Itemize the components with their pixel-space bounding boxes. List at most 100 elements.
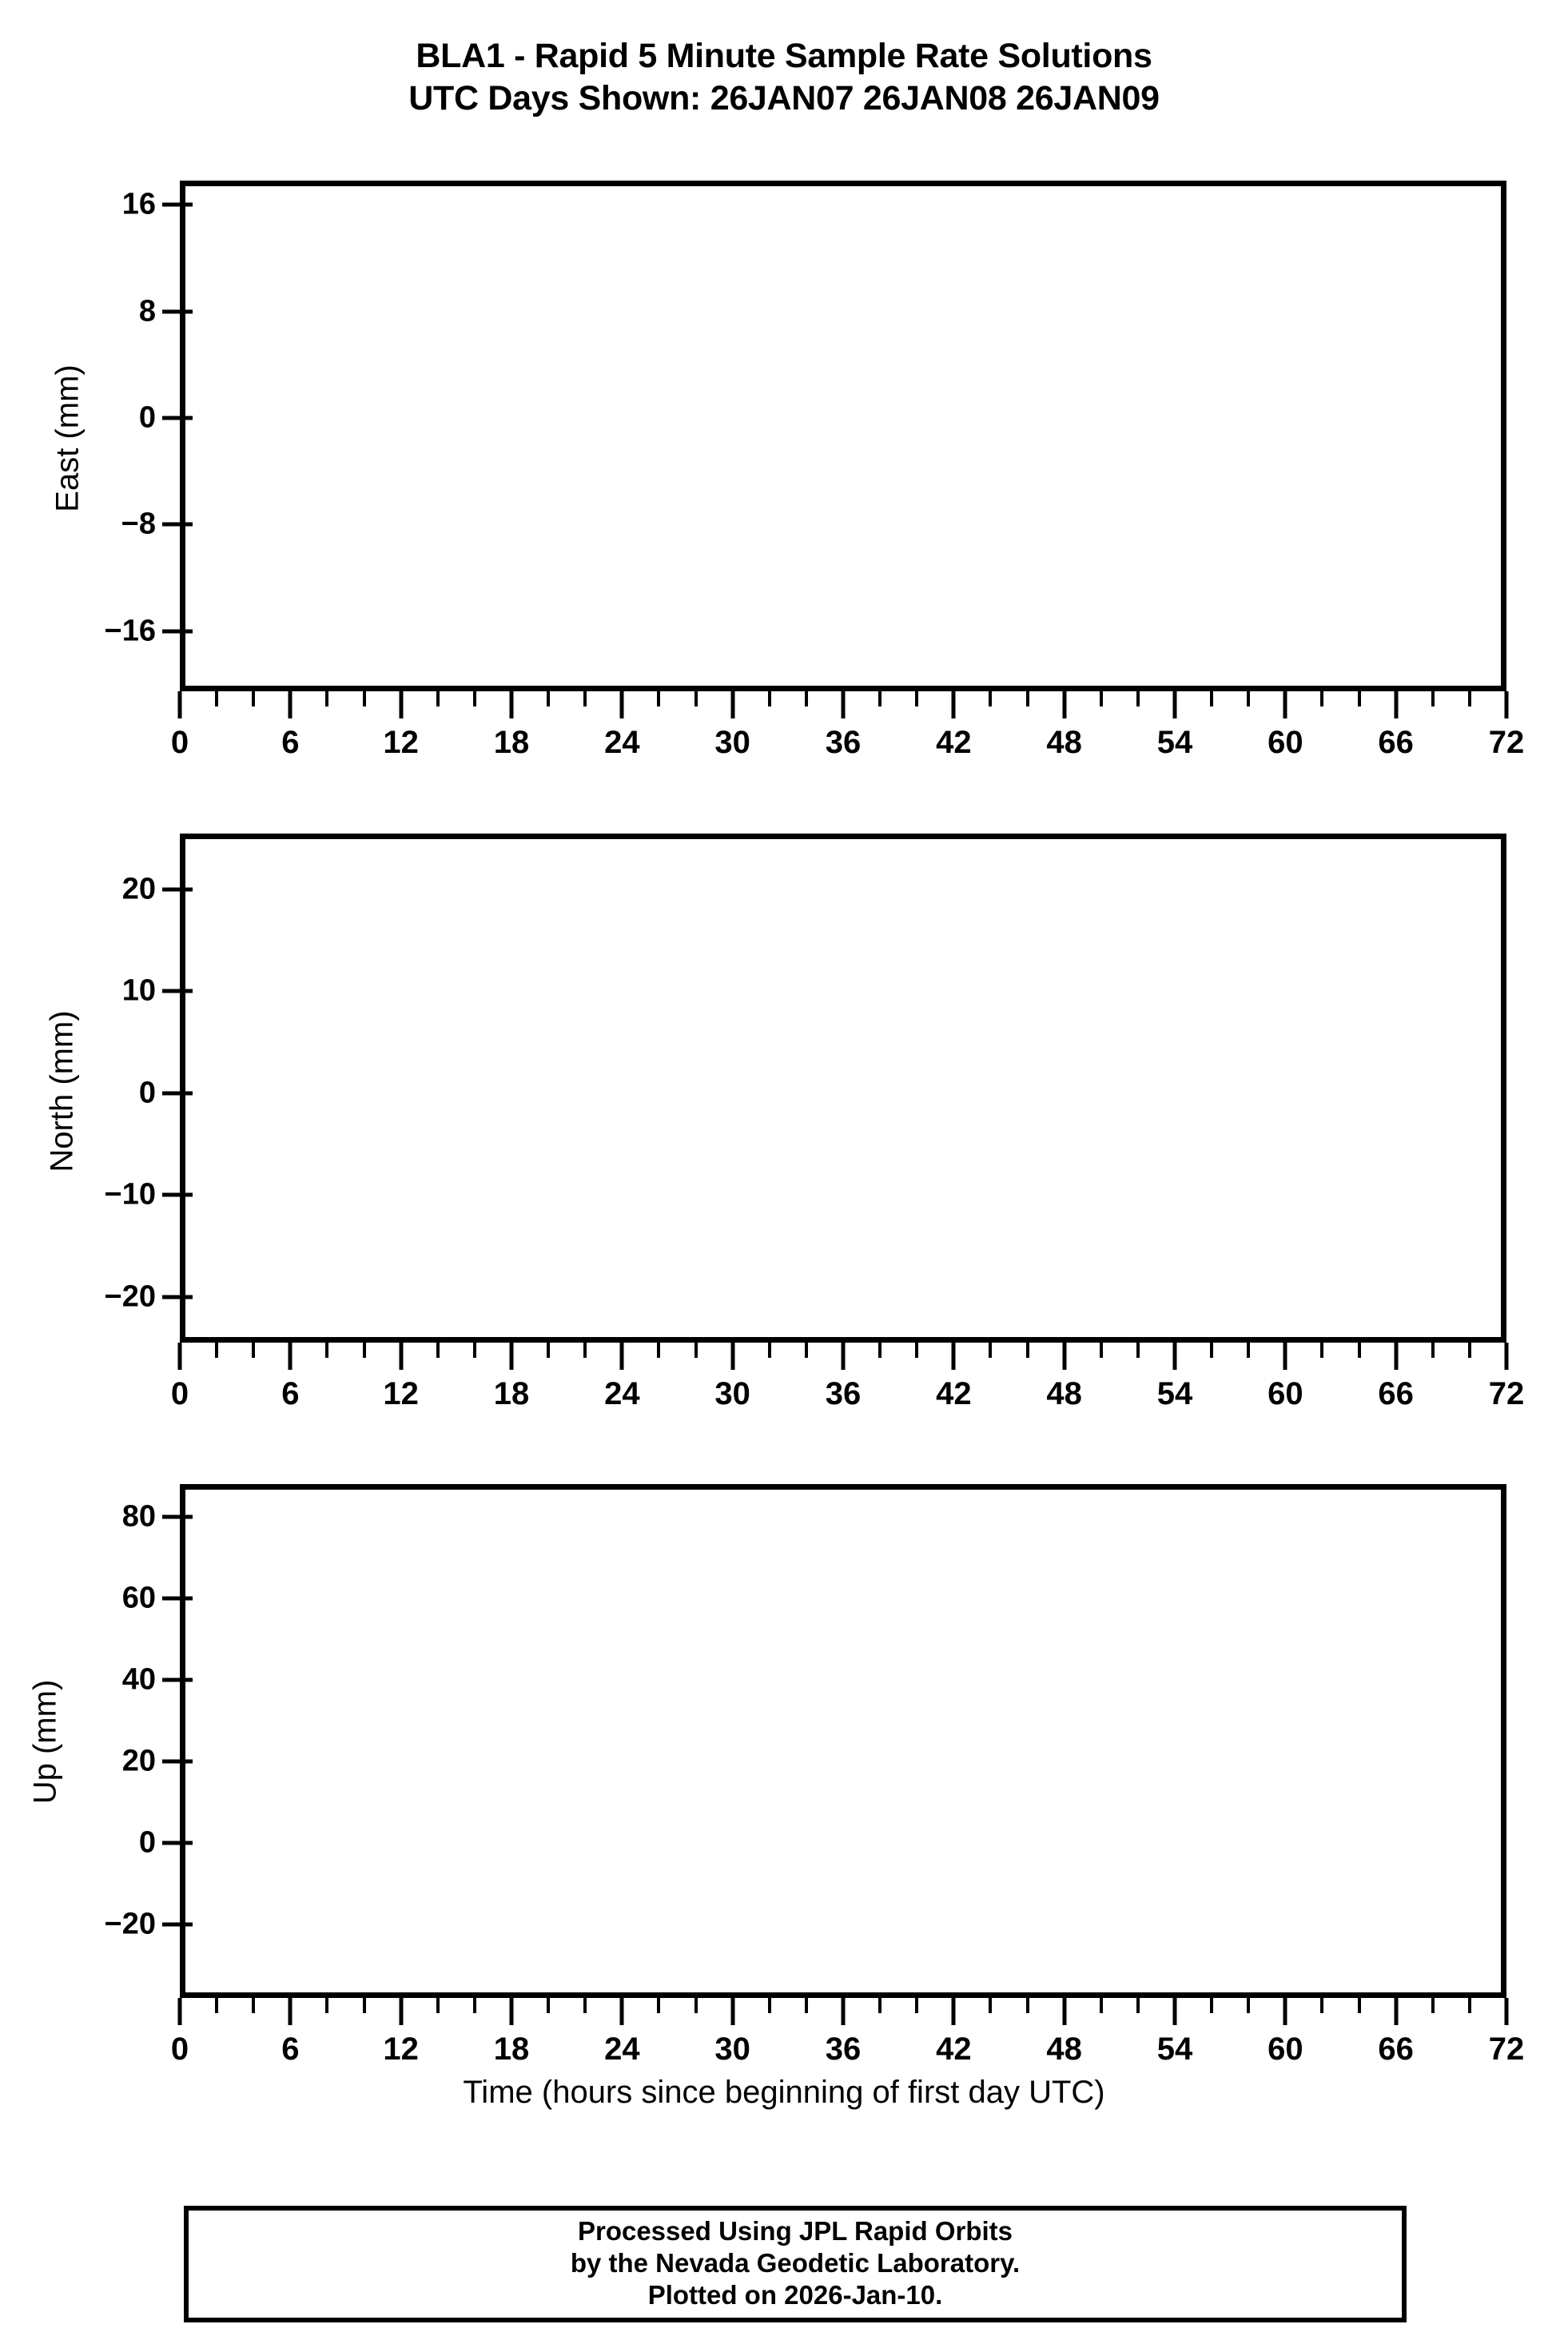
x-tick-minor-north xyxy=(1099,1343,1103,1358)
y-tick-label-up: 40 xyxy=(121,1662,156,1697)
x-tick-minor-up xyxy=(804,1998,808,2013)
x-tick-label-north: 66 xyxy=(1378,1376,1414,1411)
y-tick-mark-inner-up xyxy=(180,1677,193,1682)
x-tick-major-east xyxy=(1062,691,1067,718)
x-tick-major-north xyxy=(951,1343,956,1370)
y-tick-label-up: 60 xyxy=(121,1581,156,1615)
x-tick-minor-east xyxy=(436,691,440,706)
x-tick-label-up: 0 xyxy=(170,2032,189,2067)
y-tick-mark-inner-east xyxy=(180,522,193,527)
x-tick-minor-north xyxy=(694,1343,698,1358)
y-tick-label-east: −8 xyxy=(121,507,156,541)
x-tick-minor-east xyxy=(1320,691,1324,706)
x-tick-label-up: 66 xyxy=(1378,2032,1414,2067)
x-tick-minor-north xyxy=(215,1343,219,1358)
x-tick-minor-north xyxy=(804,1343,808,1358)
x-tick-major-north xyxy=(509,1343,514,1370)
x-tick-minor-east xyxy=(472,691,476,706)
x-tick-major-east xyxy=(177,691,182,718)
x-tick-minor-east xyxy=(915,691,919,706)
y-tick-mark-inner-east xyxy=(180,309,193,313)
x-tick-label-up: 18 xyxy=(493,2032,530,2067)
x-tick-label-north: 54 xyxy=(1156,1376,1193,1411)
plot-frame-north xyxy=(180,834,1506,1343)
x-tick-minor-east xyxy=(252,691,256,706)
x-tick-label-east: 72 xyxy=(1488,725,1525,760)
x-tick-major-east xyxy=(841,691,846,718)
x-tick-label-north: 18 xyxy=(493,1376,530,1411)
x-tick-minor-up xyxy=(1210,1998,1214,2013)
x-tick-label-up: 24 xyxy=(604,2032,640,2067)
y-tick-mark-north xyxy=(162,887,180,892)
x-tick-label-north: 24 xyxy=(604,1376,640,1411)
x-tick-minor-north xyxy=(657,1343,661,1358)
x-axis-title: Time (hours since beginning of first day… xyxy=(463,2075,1105,2110)
x-tick-minor-north xyxy=(583,1343,587,1358)
plot-frame-up xyxy=(180,1484,1506,1998)
x-tick-label-east: 24 xyxy=(604,725,640,760)
x-tick-major-north xyxy=(288,1343,293,1370)
x-tick-major-up xyxy=(1062,1998,1067,2025)
x-tick-major-up xyxy=(951,1998,956,2025)
x-tick-major-north xyxy=(177,1343,182,1370)
x-tick-major-up xyxy=(177,1998,182,2025)
x-tick-minor-up xyxy=(1431,1998,1435,2013)
x-tick-label-north: 48 xyxy=(1046,1376,1082,1411)
y-tick-label-north: −10 xyxy=(104,1177,156,1212)
x-tick-minor-up xyxy=(1136,1998,1140,2013)
y-tick-mark-inner-north xyxy=(180,1295,193,1299)
footer-line-2: by the Nevada Geodetic Laboratory. xyxy=(570,2248,1021,2278)
y-tick-mark-north xyxy=(162,989,180,993)
x-tick-minor-north xyxy=(1320,1343,1324,1358)
x-tick-minor-up xyxy=(1357,1998,1361,2013)
y-tick-mark-inner-up xyxy=(180,1596,193,1601)
y-tick-mark-north xyxy=(162,1192,180,1197)
y-tick-mark-inner-north xyxy=(180,1091,193,1096)
x-tick-major-up xyxy=(1172,1998,1177,2025)
x-tick-minor-north xyxy=(1431,1343,1435,1358)
y-axis-title-east: East (mm) xyxy=(50,364,86,512)
y-tick-label-north: 0 xyxy=(138,1076,156,1110)
x-tick-minor-north xyxy=(325,1343,329,1358)
x-tick-major-east xyxy=(619,691,624,718)
footer-line-3: Plotted on 2026-Jan-10. xyxy=(647,2280,943,2310)
x-tick-minor-north xyxy=(1025,1343,1029,1358)
y-tick-mark-east xyxy=(162,522,180,527)
x-tick-minor-east xyxy=(215,691,219,706)
y-tick-mark-east xyxy=(162,629,180,634)
x-tick-minor-up xyxy=(915,1998,919,2013)
x-tick-major-up xyxy=(1283,1998,1287,2025)
y-tick-label-up: 0 xyxy=(138,1825,156,1860)
y-tick-mark-inner-east xyxy=(180,629,193,634)
x-tick-minor-up xyxy=(547,1998,551,2013)
panel-north: North (mm) 20 10 0 −10 −20 0 6 12 18 24 30 36 42 48 54… xyxy=(45,834,1524,1411)
y-tick-label-up: 20 xyxy=(121,1744,156,1778)
x-tick-minor-north xyxy=(1467,1343,1471,1358)
y-tick-mark-inner-north xyxy=(180,1192,193,1197)
y-tick-label-up: 80 xyxy=(121,1499,156,1534)
x-tick-major-up xyxy=(288,1998,293,2025)
x-tick-label-east: 66 xyxy=(1378,725,1414,760)
x-tick-label-up: 6 xyxy=(281,2032,300,2067)
y-tick-mark-up xyxy=(162,1922,180,1927)
x-tick-minor-east xyxy=(878,691,882,706)
y-tick-label-north: 20 xyxy=(121,872,156,906)
x-tick-minor-up xyxy=(767,1998,771,2013)
x-tick-minor-up xyxy=(1247,1998,1251,2013)
x-tick-label-up: 72 xyxy=(1488,2032,1525,2067)
y-tick-mark-inner-north xyxy=(180,989,193,993)
x-tick-label-up: 54 xyxy=(1156,2032,1193,2067)
x-tick-minor-north xyxy=(989,1343,993,1358)
x-tick-minor-east xyxy=(1467,691,1471,706)
x-tick-minor-up xyxy=(472,1998,476,2013)
footer-credits-box: Processed Using JPL Rapid Orbits by the … xyxy=(184,2206,1407,2322)
x-tick-label-up: 30 xyxy=(714,2032,750,2067)
x-tick-major-east xyxy=(1172,691,1177,718)
plot-frame-east xyxy=(180,181,1506,691)
y-tick-label-up: −20 xyxy=(104,1907,156,1941)
x-tick-minor-up xyxy=(878,1998,882,2013)
x-tick-minor-up xyxy=(1025,1998,1029,2013)
x-tick-label-north: 60 xyxy=(1268,1376,1303,1411)
x-tick-major-east xyxy=(1283,691,1287,718)
x-tick-minor-up xyxy=(694,1998,698,2013)
